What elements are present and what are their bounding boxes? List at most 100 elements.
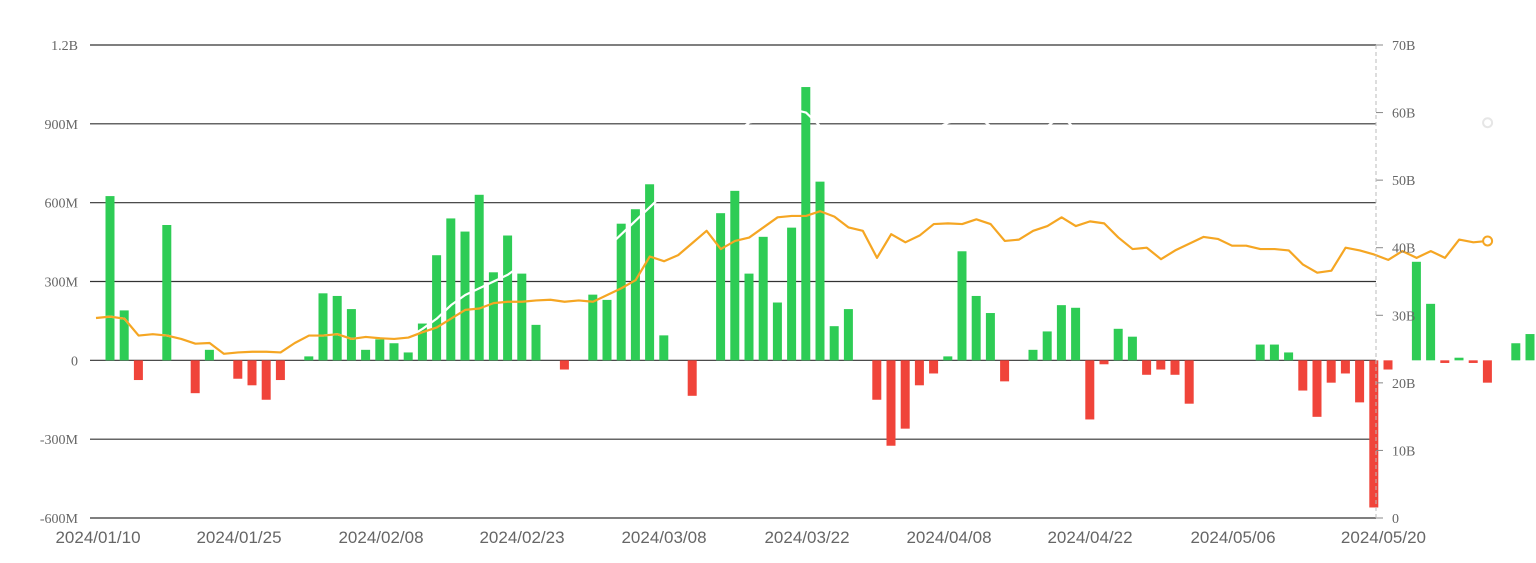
- bar-negative: [1482, 360, 1492, 383]
- left-axis-tick-label: 900M: [45, 118, 79, 133]
- bar-positive: [346, 309, 356, 361]
- bar-positive: [602, 299, 612, 361]
- bar-positive: [772, 302, 782, 361]
- bar-positive: [403, 352, 413, 361]
- bar-positive: [332, 295, 342, 361]
- bar-positive: [588, 294, 598, 361]
- bar-positive: [943, 356, 953, 361]
- bar-positive: [1426, 303, 1436, 361]
- x-axis-tick-label: 2024/05/06: [1190, 528, 1275, 547]
- bar-negative: [1383, 360, 1393, 370]
- bar-negative: [275, 360, 285, 381]
- bar-positive: [1042, 331, 1052, 361]
- x-axis-tick-label: 2024/05/20: [1341, 528, 1426, 547]
- bar-positive: [630, 209, 640, 361]
- bar-positive: [645, 184, 655, 361]
- bar-positive: [1127, 336, 1137, 361]
- bar-negative: [1312, 360, 1322, 417]
- bar-positive: [801, 87, 811, 361]
- left-axis-tick-label: -300M: [40, 433, 79, 448]
- bar-positive: [119, 310, 129, 361]
- white-line-end-marker: [1482, 117, 1494, 129]
- bar-positive: [1071, 307, 1081, 361]
- bar-negative: [1000, 360, 1010, 382]
- bar-positive: [843, 309, 853, 361]
- bar-positive: [304, 356, 314, 361]
- bar-series: [105, 87, 1535, 508]
- orange-line-end-marker: [1482, 235, 1494, 247]
- bar-positive: [744, 273, 754, 361]
- bar-positive: [446, 218, 456, 361]
- right-axis-tick-label: 10B: [1392, 444, 1415, 459]
- bar-positive: [659, 335, 669, 361]
- bar-positive: [985, 313, 995, 361]
- bar-positive: [758, 236, 768, 361]
- bar-positive: [488, 272, 498, 361]
- bar-positive: [1511, 343, 1521, 361]
- x-axis-tick-label: 2024/04/22: [1047, 528, 1132, 547]
- bar-positive: [432, 255, 442, 361]
- bar-negative: [900, 360, 910, 429]
- bar-negative: [233, 360, 243, 379]
- bar-positive: [389, 343, 399, 361]
- x-axis-tick-label: 2024/01/25: [196, 528, 281, 547]
- bar-negative: [1298, 360, 1308, 391]
- bar-positive: [517, 273, 527, 361]
- bar-negative: [1142, 360, 1152, 375]
- bar-positive: [1454, 357, 1464, 361]
- right-axis-tick-label: 20B: [1392, 377, 1415, 392]
- bar-positive: [531, 324, 541, 361]
- bar-positive: [105, 196, 115, 361]
- right-axis-tick-label: 0: [1392, 512, 1399, 527]
- bar-negative: [261, 360, 271, 400]
- bar-positive: [787, 227, 797, 361]
- bar-positive: [1284, 352, 1294, 361]
- bar-positive: [318, 293, 328, 361]
- bar-positive: [616, 223, 626, 361]
- bar-negative: [1369, 360, 1379, 508]
- bar-positive: [1525, 334, 1535, 361]
- bar-negative: [1355, 360, 1365, 403]
- x-axis-tick-label: 2024/02/08: [338, 528, 423, 547]
- bar-negative: [1184, 360, 1194, 404]
- bar-negative: [687, 360, 697, 396]
- bar-negative: [1170, 360, 1180, 375]
- bar-negative: [872, 360, 882, 400]
- bar-positive: [1411, 261, 1421, 361]
- left-axis-tick-label: 300M: [45, 276, 79, 291]
- bar-positive: [474, 194, 484, 361]
- bar-positive: [204, 349, 214, 361]
- bar-positive: [971, 295, 981, 361]
- bar-positive: [716, 213, 726, 361]
- bar-negative: [886, 360, 896, 446]
- bar-positive: [1113, 328, 1123, 361]
- bar-negative: [1440, 360, 1450, 363]
- bar-positive: [503, 235, 513, 361]
- bar-negative: [133, 360, 143, 381]
- bar-negative: [1340, 360, 1350, 374]
- bar-positive: [957, 251, 967, 361]
- bar-negative: [1099, 360, 1109, 365]
- x-axis-tick-label: 2024/01/10: [55, 528, 140, 547]
- left-axis-tick-label: -600M: [40, 512, 79, 527]
- left-axis-tick-label: 600M: [45, 197, 79, 212]
- left-axis-tick-label: 0: [71, 354, 78, 369]
- bar-negative: [1156, 360, 1166, 370]
- x-axis-tick-label: 2024/03/22: [764, 528, 849, 547]
- bar-negative: [190, 360, 200, 394]
- bar-positive: [1056, 305, 1066, 361]
- right-axis-tick-label: 60B: [1392, 107, 1415, 122]
- right-axis-tick-label: 70B: [1392, 39, 1415, 54]
- bar-positive: [375, 339, 385, 361]
- x-axis-tick-label: 2024/03/08: [621, 528, 706, 547]
- right-axis-tick-label: 30B: [1392, 309, 1415, 324]
- bar-positive: [730, 190, 740, 361]
- bar-positive: [829, 326, 839, 361]
- bar-negative: [1326, 360, 1336, 383]
- bar-positive: [1028, 349, 1038, 361]
- bar-negative: [1085, 360, 1095, 420]
- bar-positive: [815, 181, 825, 361]
- x-axis-tick-label: 2024/02/23: [479, 528, 564, 547]
- bar-negative: [559, 360, 569, 370]
